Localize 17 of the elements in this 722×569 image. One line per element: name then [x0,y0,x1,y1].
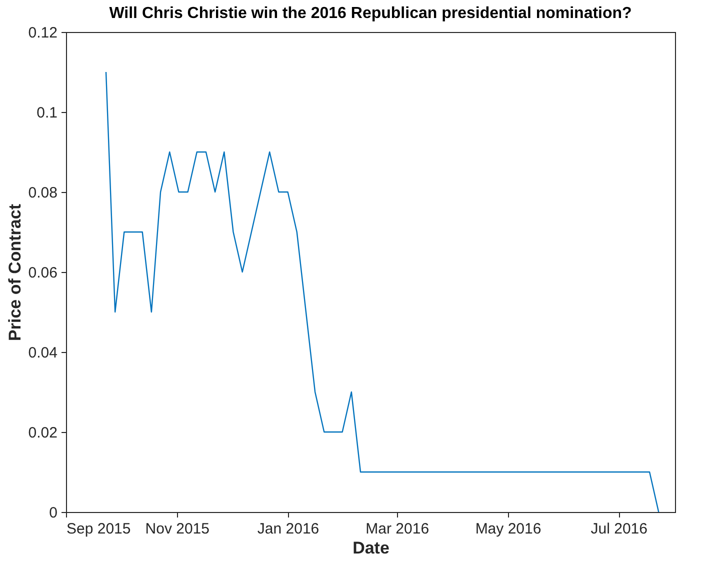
y-tick-label: 0 [49,504,58,522]
x-tick-label: Nov 2015 [145,520,210,538]
y-tick-label: 0.1 [36,104,58,122]
y-tick-label: 0.02 [28,424,58,442]
y-axis-title: Price of Contract [5,204,24,341]
x-tick-label: Jul 2016 [590,520,648,538]
x-tick-label: Sep 2015 [66,520,131,538]
x-axis-title: Date [352,538,390,558]
line-series [105,71,660,513]
x-tick-label: Mar 2016 [366,520,430,538]
x-tick-label: Jan 2016 [257,520,320,538]
y-tick-label: 0.12 [28,24,58,42]
x-tick-label: May 2016 [475,520,542,538]
chart-title: Will Chris Christie win the 2016 Republican presidential nomination? [109,5,632,22]
y-tick-label: 0.06 [28,264,58,282]
y-tick-label: 0.04 [28,344,58,362]
y-tick-label: 0.08 [28,184,58,202]
